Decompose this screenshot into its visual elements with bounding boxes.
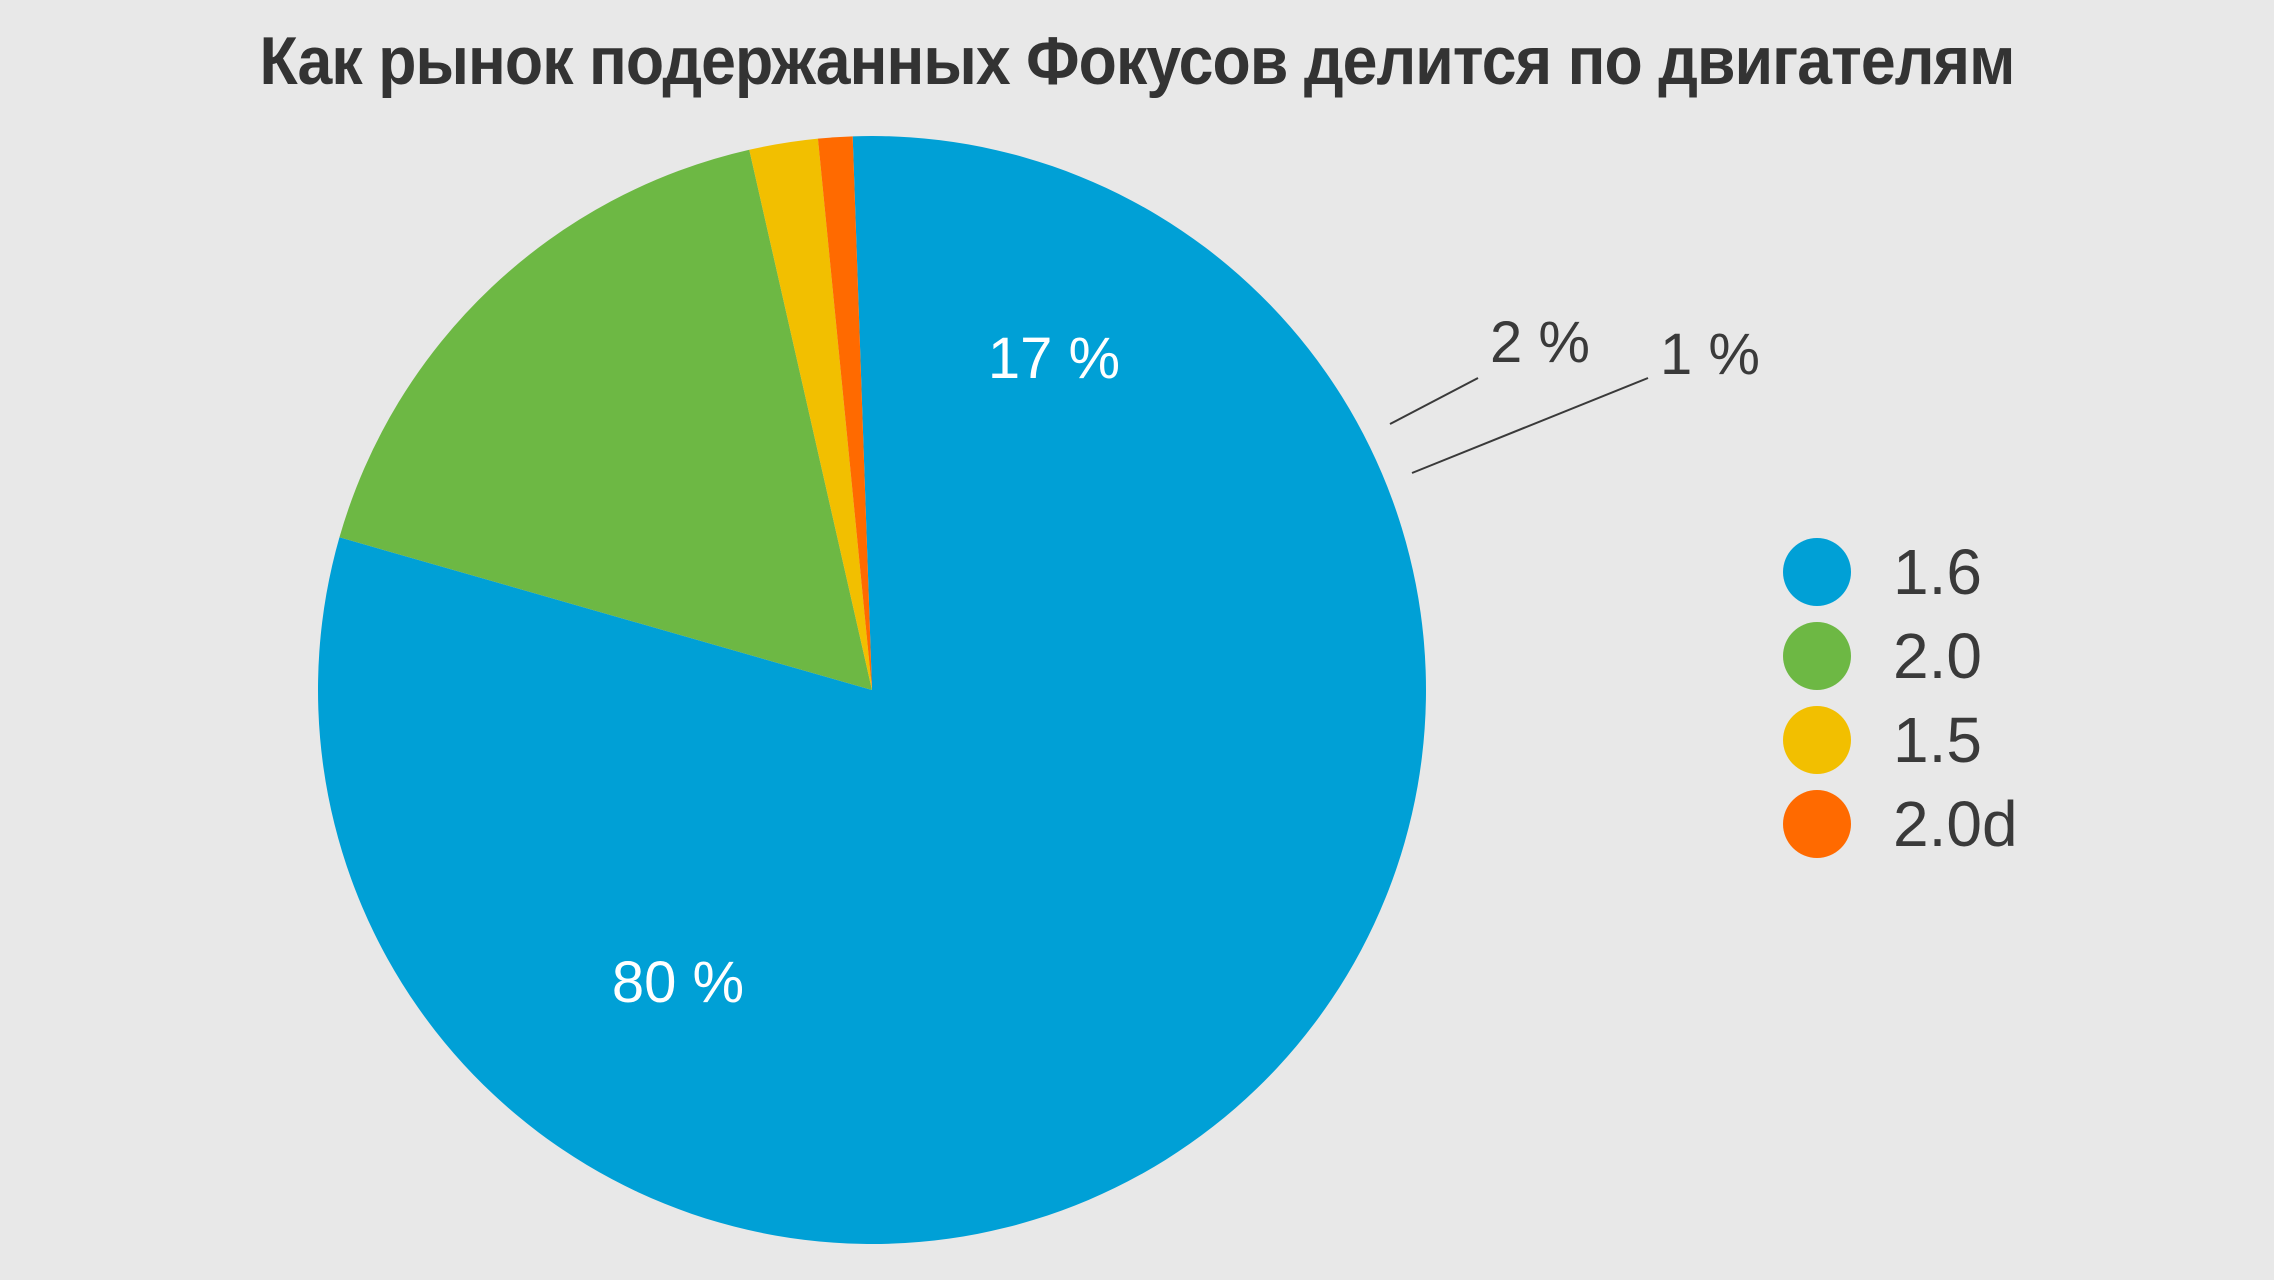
legend-item: 1.5 <box>1783 698 2018 782</box>
legend-swatch <box>1783 790 1851 858</box>
legend-item: 2.0d <box>1783 782 2018 866</box>
leader-line <box>1389 377 1479 425</box>
slice-label-1.6: 80 % <box>612 950 744 1015</box>
legend-label: 1.6 <box>1893 536 1982 608</box>
legend-label: 1.5 <box>1893 704 1982 776</box>
pie-slice-2.0 <box>339 149 872 690</box>
slice-label-1.5: 2 % <box>1490 310 1590 375</box>
slice-label-2.0d: 1 % <box>1660 322 1760 387</box>
legend-swatch <box>1783 706 1851 774</box>
pie-slices <box>317 136 1426 1244</box>
leader-line <box>1411 377 1649 474</box>
slice-label-2.0: 17 % <box>988 326 1120 391</box>
legend-label: 2.0d <box>1893 788 2018 860</box>
chart-title: Как рынок подержанных Фокусов делится по… <box>259 23 2015 99</box>
legend-item: 2.0 <box>1783 614 2018 698</box>
pie-slice-1.6 <box>317 136 1426 1244</box>
pie-slice-2.0d <box>817 136 872 691</box>
legend: 1.6 2.0 1.5 2.0d <box>1783 530 2018 866</box>
leader-lines <box>1389 377 1649 474</box>
pie-slice-1.5 <box>749 138 872 690</box>
legend-item: 1.6 <box>1783 530 2018 614</box>
slice-labels: 80 % 17 % 2 % 1 % <box>612 310 1760 1015</box>
legend-swatch <box>1783 622 1851 690</box>
legend-label: 2.0 <box>1893 620 1982 692</box>
legend-swatch <box>1783 538 1851 606</box>
